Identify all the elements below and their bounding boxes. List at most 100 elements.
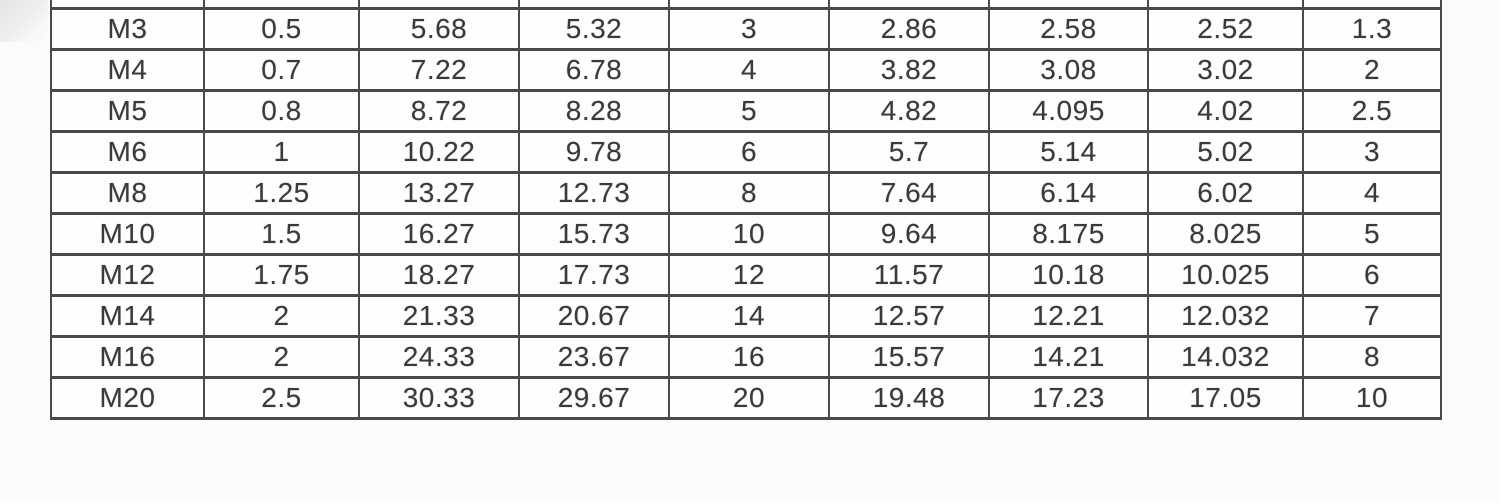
- table-cell: 4.095: [988, 89, 1149, 133]
- table-cell: 2.58: [988, 7, 1149, 51]
- clipped-header-cell: [203, 0, 360, 10]
- table-cell: 29.67: [518, 376, 670, 420]
- table-cell: 14: [668, 294, 830, 338]
- table-cell: 12.21: [988, 294, 1149, 338]
- table-row: M12 1.75 18.27 17.73 12 11.57 10.18 10.025 6: [50, 253, 1442, 297]
- table-cell: 13.27: [358, 171, 520, 215]
- table-cell: 2: [1302, 48, 1442, 92]
- clipped-header-cell: [358, 0, 520, 10]
- table-cell: 1: [203, 130, 360, 174]
- table-row: M14 2 21.33 20.67 14 12.57 12.21 12.032 7: [50, 294, 1442, 338]
- clipped-header-cell: [1147, 0, 1304, 10]
- table-cell: 10.025: [1147, 253, 1304, 297]
- table-cell: 5.02: [1147, 130, 1304, 174]
- table-row: M16 2 24.33 23.67 16 15.57 14.21 14.032 8: [50, 335, 1442, 379]
- table-cell: 4.02: [1147, 89, 1304, 133]
- table-cell: 8.175: [988, 212, 1149, 256]
- table-cell: 4: [1302, 171, 1442, 215]
- clipped-header-cell: [1302, 0, 1442, 10]
- table-row: M20 2.5 30.33 29.67 20 19.48 17.23 17.05 10: [50, 376, 1442, 420]
- table-row: M10 1.5 16.27 15.73 10 9.64 8.175 8.025 5: [50, 212, 1442, 256]
- table-cell: 1.75: [203, 253, 360, 297]
- table-cell: M3: [50, 7, 205, 51]
- table-cell: 3.02: [1147, 48, 1304, 92]
- table-cell: 2: [203, 294, 360, 338]
- table-cell: 5.32: [518, 7, 670, 51]
- table-cell: 1.25: [203, 171, 360, 215]
- table-cell: 3: [668, 7, 830, 51]
- table-cell: 8: [668, 171, 830, 215]
- table-cell: 8.28: [518, 89, 670, 133]
- table-cell: 21.33: [358, 294, 520, 338]
- table-cell: 11.57: [828, 253, 990, 297]
- table-cell: 4.82: [828, 89, 990, 133]
- table-cell: 3.08: [988, 48, 1149, 92]
- table-cell: 0.8: [203, 89, 360, 133]
- spec-table-body: M3 0.5 5.68 5.32 3 2.86 2.58 2.52 1.3 M4 0.7 7.22 6.…: [50, 0, 1442, 420]
- table-cell: M10: [50, 212, 205, 256]
- clipped-header-cell: [50, 0, 205, 10]
- table-cell: 30.33: [358, 376, 520, 420]
- table-row: M4 0.7 7.22 6.78 4 3.82 3.08 3.02 2: [50, 48, 1442, 92]
- clipped-header-cell: [668, 0, 830, 10]
- table-cell: 10.18: [988, 253, 1149, 297]
- table-cell: 5.7: [828, 130, 990, 174]
- table-cell: 1.3: [1302, 7, 1442, 51]
- table-cell: 18.27: [358, 253, 520, 297]
- table-cell: 2: [203, 335, 360, 379]
- table-cell: M5: [50, 89, 205, 133]
- spec-table-wrapper: M3 0.5 5.68 5.32 3 2.86 2.58 2.52 1.3 M4 0.7 7.22 6.…: [50, 0, 1442, 420]
- table-cell: 10: [668, 212, 830, 256]
- table-cell: 12.032: [1147, 294, 1304, 338]
- table-cell: 24.33: [358, 335, 520, 379]
- table-cell: 1.5: [203, 212, 360, 256]
- table-cell: M8: [50, 171, 205, 215]
- table-cell: 2.5: [1302, 89, 1442, 133]
- table-cell: M4: [50, 48, 205, 92]
- table-cell: 9.78: [518, 130, 670, 174]
- table-cell: 8.72: [358, 89, 520, 133]
- table-cell: 20: [668, 376, 830, 420]
- table-cell: 7.64: [828, 171, 990, 215]
- table-cell: 15.57: [828, 335, 990, 379]
- table-cell: 5.14: [988, 130, 1149, 174]
- table-cell: 8.025: [1147, 212, 1304, 256]
- scan-corner-shading: [0, 0, 48, 42]
- table-cell: M12: [50, 253, 205, 297]
- clipped-header-cell: [828, 0, 990, 10]
- table-cell: M14: [50, 294, 205, 338]
- table-cell: 3: [1302, 130, 1442, 174]
- table-cell: 7: [1302, 294, 1442, 338]
- table-cell: 5: [1302, 212, 1442, 256]
- table-cell: M16: [50, 335, 205, 379]
- table-cell: 3.82: [828, 48, 990, 92]
- table-cell: 6.14: [988, 171, 1149, 215]
- table-cell: 2.86: [828, 7, 990, 51]
- thread-dimension-table: M3 0.5 5.68 5.32 3 2.86 2.58 2.52 1.3 M4 0.7 7.22 6.…: [50, 0, 1442, 420]
- table-cell: 16.27: [358, 212, 520, 256]
- table-cell: 2.52: [1147, 7, 1304, 51]
- clipped-header-cell: [518, 0, 670, 10]
- table-cell: 5.68: [358, 7, 520, 51]
- table-cell: 14.21: [988, 335, 1149, 379]
- table-row: M3 0.5 5.68 5.32 3 2.86 2.58 2.52 1.3: [50, 7, 1442, 51]
- table-row: M8 1.25 13.27 12.73 8 7.64 6.14 6.02 4: [50, 171, 1442, 215]
- table-cell: 2.5: [203, 376, 360, 420]
- table-cell: 7.22: [358, 48, 520, 92]
- table-cell: 12: [668, 253, 830, 297]
- table-cell: 10.22: [358, 130, 520, 174]
- table-cell: 20.67: [518, 294, 670, 338]
- table-cell: 17.73: [518, 253, 670, 297]
- table-cell: 6.02: [1147, 171, 1304, 215]
- table-cell: 6.78: [518, 48, 670, 92]
- table-cell: 0.5: [203, 7, 360, 51]
- table-cell: 15.73: [518, 212, 670, 256]
- table-row: M5 0.8 8.72 8.28 5 4.82 4.095 4.02 2.5: [50, 89, 1442, 133]
- table-cell: 8: [1302, 335, 1442, 379]
- table-cell: 4: [668, 48, 830, 92]
- clipped-header-row: [50, 0, 1442, 10]
- table-cell: 16: [668, 335, 830, 379]
- table-cell: 23.67: [518, 335, 670, 379]
- table-cell: 17.05: [1147, 376, 1304, 420]
